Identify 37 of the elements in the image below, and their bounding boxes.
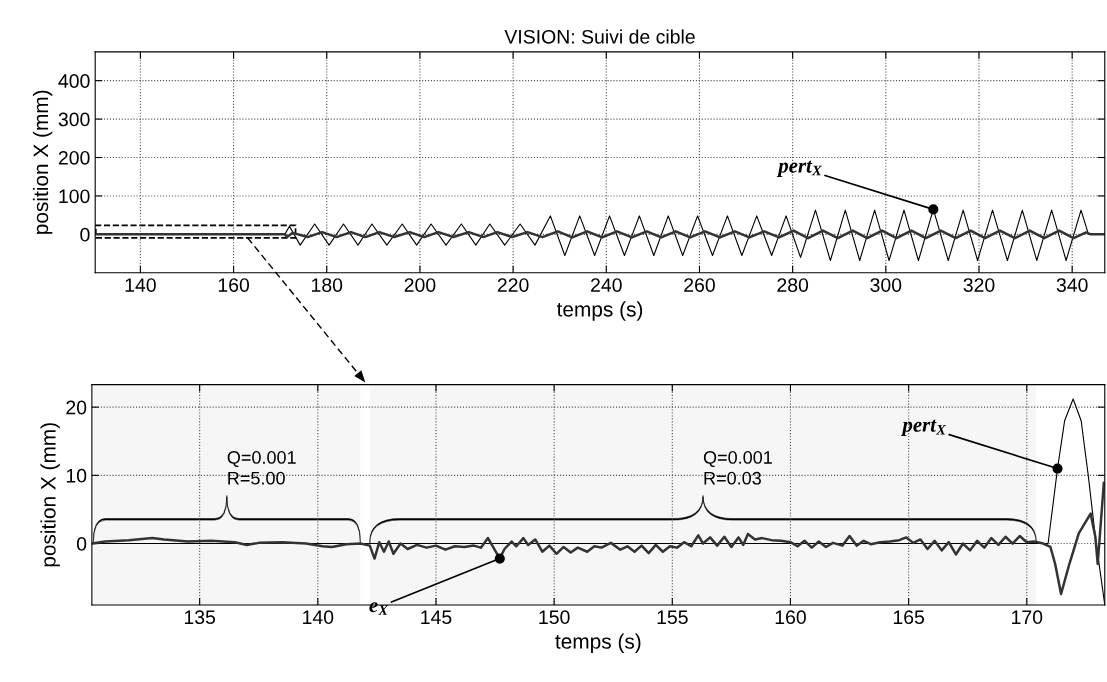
x-tick-label: 155 [657, 610, 688, 625]
chart-title: VISION: Suivi de cible [504, 29, 695, 44]
y-tick-label: 200 [58, 150, 90, 165]
x-axis-title: temps (s) [555, 633, 641, 653]
y-tick-label: 100 [59, 189, 90, 204]
band-label: Q=0.001 R=5.00 [227, 451, 296, 485]
x-tick-label: 240 [591, 278, 622, 292]
x-tick-label: 200 [404, 278, 436, 292]
y-tick-label: 300 [58, 112, 90, 127]
annotation: pert$_{X}$ [776, 160, 823, 177]
band-label: Q=0.001 R=0.03 [703, 451, 772, 485]
x-axis-title: temps (s) [556, 301, 643, 321]
annotation: e$_{X}$ [369, 602, 389, 615]
x-tick-label: 165 [893, 610, 925, 625]
y-tick-label: 10 [66, 468, 87, 483]
x-tick-label: 140 [303, 610, 334, 625]
x-tick-label: 170 [1012, 610, 1043, 625]
y-axis-title: position X (mm) [32, 90, 53, 234]
x-tick-label: 320 [963, 278, 995, 292]
x-tick-label: 160 [218, 278, 250, 292]
y-tick-label: 0 [76, 537, 87, 551]
y-tick-label: 0 [80, 227, 90, 242]
x-tick-label: 135 [184, 610, 216, 625]
x-tick-label: 300 [870, 278, 902, 292]
x-tick-label: 140 [125, 278, 156, 292]
x-tick-label: 160 [775, 610, 806, 625]
x-tick-label: 220 [497, 278, 529, 292]
y-tick-label: 20 [66, 400, 87, 415]
x-tick-label: 150 [539, 610, 570, 625]
y-tick-label: 400 [58, 74, 90, 88]
annotation: pert$_{X}$ [900, 419, 947, 437]
x-tick-label: 145 [421, 610, 452, 625]
x-tick-label: 260 [684, 278, 715, 292]
x-tick-label: 180 [312, 278, 343, 292]
y-axis-title: position X (mm) [40, 423, 60, 567]
x-tick-label: 340 [1056, 278, 1088, 292]
x-tick-label: 280 [777, 278, 809, 292]
